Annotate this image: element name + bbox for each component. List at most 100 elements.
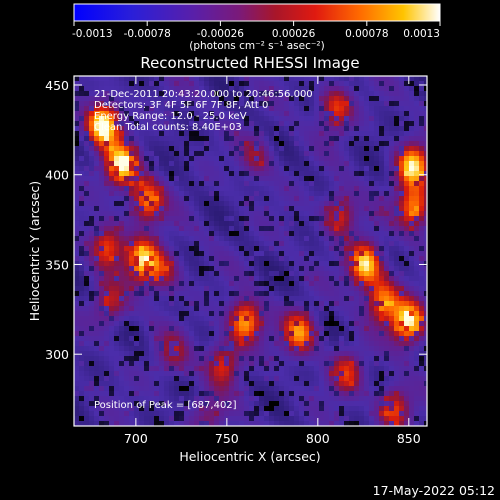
heatmap-cell	[184, 121, 189, 126]
heatmap-cell	[404, 306, 409, 311]
heatmap-cell	[154, 311, 159, 316]
heatmap-cell	[229, 321, 234, 326]
heatmap-cell	[274, 111, 279, 116]
heatmap-cell	[284, 166, 289, 171]
heatmap-cell	[169, 281, 174, 286]
heatmap-cell	[164, 381, 169, 386]
heatmap-cell	[179, 201, 184, 206]
heatmap-cell	[319, 76, 324, 81]
heatmap-cell	[259, 341, 264, 346]
heatmap-cell	[119, 326, 124, 331]
heatmap-cell	[109, 171, 114, 176]
heatmap-cell	[224, 351, 229, 356]
heatmap-cell	[204, 221, 209, 226]
heatmap-cell	[339, 341, 344, 346]
heatmap-cell	[344, 106, 349, 111]
heatmap-cell	[134, 341, 139, 346]
heatmap-cell	[409, 211, 414, 216]
heatmap-cell	[274, 376, 279, 381]
heatmap-cell	[274, 136, 279, 141]
heatmap-cell	[209, 161, 214, 166]
heatmap-cell	[314, 296, 319, 301]
heatmap-cell	[314, 186, 319, 191]
heatmap-cell	[139, 191, 144, 196]
heatmap-cell	[309, 216, 314, 221]
heatmap-cell	[99, 416, 104, 421]
heatmap-cell	[414, 256, 419, 261]
heatmap-cell	[314, 256, 319, 261]
heatmap-cell	[179, 421, 184, 426]
heatmap-cell	[354, 421, 359, 426]
heatmap-cell	[94, 421, 99, 426]
heatmap-cell	[339, 81, 344, 86]
heatmap-cell	[299, 111, 304, 116]
heatmap-cell	[184, 296, 189, 301]
heatmap-cell	[234, 111, 239, 116]
heatmap-cell	[319, 381, 324, 386]
heatmap-cell	[249, 381, 254, 386]
heatmap-cell	[239, 101, 244, 106]
heatmap-cell	[239, 186, 244, 191]
heatmap-cell	[144, 316, 149, 321]
heatmap-cell	[189, 396, 194, 401]
heatmap-cell	[164, 406, 169, 411]
heatmap-cell	[189, 171, 194, 176]
heatmap-cell	[329, 76, 334, 81]
heatmap-cell	[144, 286, 149, 291]
heatmap-cell	[94, 166, 99, 171]
heatmap-cell	[234, 346, 239, 351]
heatmap-cell	[249, 76, 254, 81]
heatmap-cell	[119, 211, 124, 216]
heatmap-cell	[299, 131, 304, 136]
heatmap-cell	[344, 371, 349, 376]
heatmap-cell	[159, 191, 164, 196]
heatmap-cell	[124, 96, 129, 101]
heatmap-cell	[84, 256, 89, 261]
heatmap-cell	[169, 291, 174, 296]
heatmap-cell	[199, 201, 204, 206]
heatmap-cell	[264, 311, 269, 316]
heatmap-cell	[289, 206, 294, 211]
heatmap-cell	[239, 276, 244, 281]
heatmap-cell	[224, 186, 229, 191]
heatmap-cell	[309, 101, 314, 106]
heatmap-cell	[159, 111, 164, 116]
heatmap-cell	[304, 371, 309, 376]
heatmap-cell	[89, 266, 94, 271]
heatmap-cell	[254, 416, 259, 421]
heatmap-cell	[174, 396, 179, 401]
heatmap-cell	[414, 121, 419, 126]
heatmap-cell	[79, 281, 84, 286]
heatmap-cell	[329, 231, 334, 236]
heatmap-cell	[419, 336, 424, 341]
heatmap-cell	[404, 216, 409, 221]
heatmap-cell	[129, 106, 134, 111]
heatmap-cell	[289, 411, 294, 416]
heatmap-cell	[419, 411, 424, 416]
heatmap-cell	[319, 141, 324, 146]
heatmap-cell	[419, 156, 424, 161]
heatmap-cell	[274, 371, 279, 376]
heatmap-cell	[169, 401, 174, 406]
heatmap-cell	[364, 156, 369, 161]
heatmap-cell	[109, 186, 114, 191]
heatmap-cell	[134, 286, 139, 291]
heatmap-cell	[344, 346, 349, 351]
heatmap-cell	[394, 226, 399, 231]
heatmap-cell	[189, 96, 194, 101]
heatmap-cell	[364, 401, 369, 406]
heatmap-cell	[89, 276, 94, 281]
heatmap-cell	[374, 411, 379, 416]
heatmap-cell	[194, 206, 199, 211]
heatmap-cell	[159, 221, 164, 226]
heatmap-cell	[304, 341, 309, 346]
heatmap-cell	[284, 396, 289, 401]
heatmap-cell	[194, 201, 199, 206]
heatmap-cell	[84, 166, 89, 171]
heatmap-cell	[219, 371, 224, 376]
heatmap-cell	[389, 336, 394, 341]
heatmap-cell	[384, 241, 389, 246]
heatmap-cell	[284, 221, 289, 226]
heatmap-cell	[129, 301, 134, 306]
heatmap-cell	[104, 251, 109, 256]
